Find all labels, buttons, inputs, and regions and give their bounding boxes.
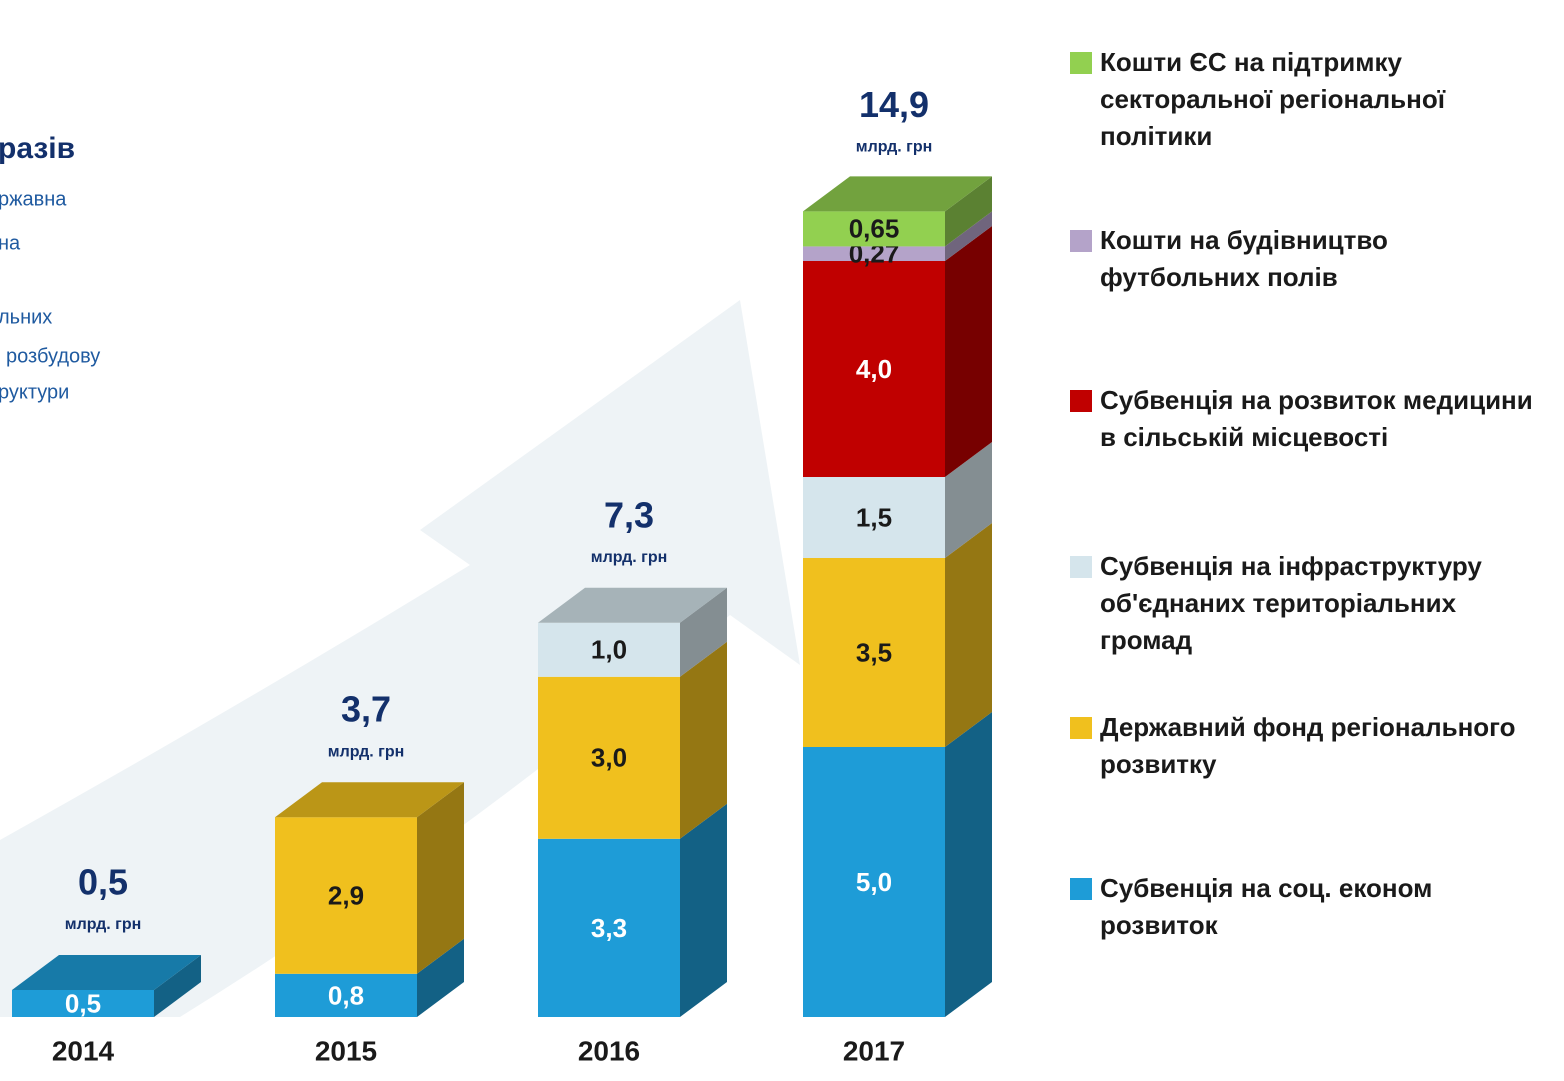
legend-label: Субвенція на інфраструктуру об'єднаних т… (1100, 551, 1482, 655)
bar-side (945, 442, 992, 558)
value-label: 1,5 (856, 502, 892, 532)
bar-side (945, 523, 992, 747)
x-tick-label: 2017 (843, 1035, 905, 1066)
legend-swatch (1070, 878, 1092, 900)
x-tick-label: 2015 (315, 1035, 377, 1066)
legend-swatch (1070, 556, 1092, 578)
bar-side (945, 211, 992, 261)
value-label: 0,8 (328, 980, 364, 1010)
legend-swatch (1070, 52, 1092, 74)
total-unit: млрд. грн (591, 549, 668, 566)
legend-item: Кошти на будівництво футбольних полів (1070, 222, 1550, 296)
bar-side (945, 712, 992, 1017)
value-label: 3,3 (591, 913, 627, 943)
bar-front (803, 211, 945, 247)
legend-swatch (1070, 717, 1092, 739)
bar-side (680, 641, 727, 839)
bar-front (803, 558, 945, 747)
value-label: 3,5 (856, 637, 892, 667)
annotation: на (0, 232, 21, 254)
total-label: 3,7 (341, 689, 391, 730)
bar-front (275, 973, 417, 1017)
bar-front (803, 246, 945, 261)
total-label: 0,5 (78, 862, 128, 903)
total-label: 7,3 (604, 494, 654, 535)
background-arrow (0, 300, 800, 1017)
legend-item: Державний фонд регіонального розвитку (1070, 709, 1550, 783)
bar-side (680, 587, 727, 677)
bar-top (538, 587, 727, 623)
annotation: разів (0, 132, 75, 165)
bar-front (803, 747, 945, 1017)
legend-label: Кошти на будівництво футбольних полів (1100, 225, 1388, 292)
bar-front (275, 817, 417, 974)
legend-label: Субвенція на соц. економ розвиток (1100, 873, 1433, 940)
bar-top (12, 955, 201, 990)
bar-side (680, 803, 727, 1017)
value-label: 4,0 (856, 354, 892, 384)
value-label: 0,65 (849, 214, 900, 244)
legend-item: Субвенція на розвиток медицини в сільськ… (1070, 382, 1550, 456)
bar-front (538, 838, 680, 1017)
legend-swatch (1070, 230, 1092, 252)
annotation: льних (0, 306, 52, 328)
total-unit: млрд. грн (328, 743, 405, 760)
bar-front (12, 990, 154, 1017)
bar-top (803, 176, 992, 212)
bar-top (275, 782, 464, 818)
legend-label: Державний фонд регіонального розвитку (1100, 712, 1516, 779)
bar-side (154, 955, 201, 1017)
bar-front (803, 261, 945, 477)
value-label: 0,5 (65, 988, 101, 1018)
legend-label: Кошти ЄС на підтримку секторальної регіо… (1100, 47, 1446, 151)
legend-swatch (1070, 390, 1092, 412)
value-label: 3,0 (591, 743, 627, 773)
bar-side (417, 938, 464, 1017)
bar-side (417, 782, 464, 974)
bar-side (945, 176, 992, 247)
annotation: руктури (0, 381, 69, 403)
bar-front (538, 622, 680, 677)
x-tick-label: 2014 (52, 1035, 115, 1066)
legend-item: Субвенція на соц. економ розвиток (1070, 870, 1550, 944)
bar-side (945, 226, 992, 477)
legend-item: Кошти ЄС на підтримку секторальної регіо… (1070, 44, 1550, 155)
bar-front (538, 676, 680, 839)
total-label: 14,9 (859, 84, 929, 125)
total-unit: млрд. грн (65, 916, 142, 933)
total-unit: млрд. грн (856, 139, 933, 156)
legend-label: Субвенція на розвиток медицини в сільськ… (1100, 385, 1533, 452)
annotation: ржавна (0, 188, 67, 210)
value-label: 1,0 (591, 635, 627, 665)
legend-item: Субвенція на інфраструктуру об'єднаних т… (1070, 548, 1550, 659)
annotation: розбудову (6, 345, 100, 367)
x-tick-label: 2016 (578, 1035, 640, 1066)
value-label: 2,9 (328, 880, 364, 910)
bar-front (803, 477, 945, 558)
value-label: 5,0 (856, 867, 892, 897)
